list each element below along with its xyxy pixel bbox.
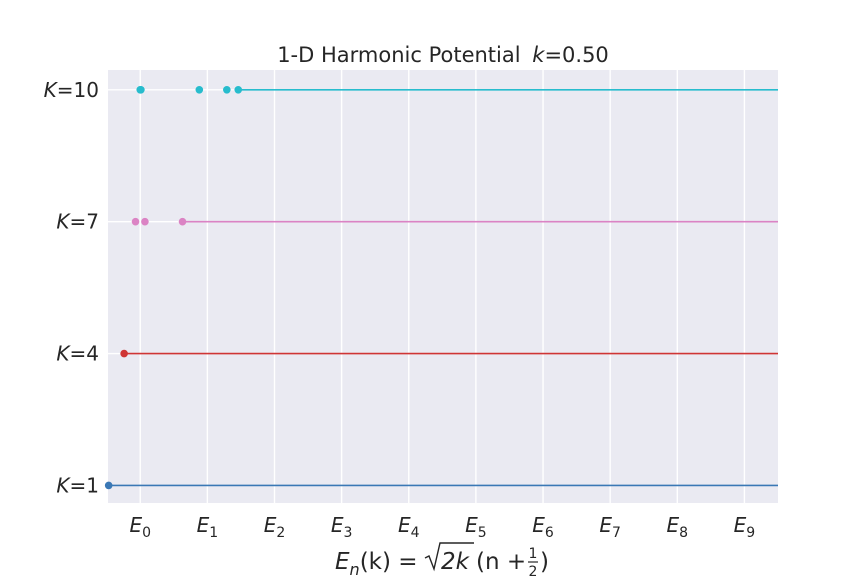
- x-tick-label-0: E0: [129, 513, 151, 541]
- point-K7-2: [178, 217, 187, 226]
- x-axis-label: En(k) = 2k (n + 1 2 ): [335, 542, 549, 576]
- chart-title: 1-D Harmonic Potential k=0.50: [277, 43, 609, 67]
- x-tick-label-9: E9: [734, 513, 756, 541]
- svg-text:En(k) =: En(k) =: [335, 549, 418, 576]
- series-layer: [104, 85, 778, 490]
- xlabel-rest-close: ): [540, 549, 549, 575]
- xlabel-sub: n: [350, 560, 360, 576]
- x-tick-label-7: E7: [599, 513, 621, 541]
- chart-title-param-value: =0.50: [544, 43, 608, 67]
- y-tick-label-K10: K=10: [44, 78, 99, 102]
- point-K7-1: [141, 217, 149, 226]
- point-K7-0: [131, 217, 140, 226]
- xlabel-rest-open: (n +: [476, 549, 526, 575]
- svg-text:): ): [540, 549, 549, 575]
- point-K10-2: [195, 85, 204, 94]
- x-tick-label-3: E3: [331, 513, 353, 541]
- point-K4-0: [120, 349, 128, 358]
- xlabel-root: 2k: [441, 549, 471, 575]
- xlabel-lhs: E: [335, 549, 350, 575]
- y-tick-label-K1: K=1: [56, 473, 99, 497]
- point-K10-1: [137, 85, 145, 94]
- y-tick-label-K4: K=4: [56, 342, 99, 366]
- svg-text:(n +: (n +: [476, 549, 526, 575]
- xlabel-arg: (k) =: [360, 549, 418, 575]
- chart-title-main: 1-D Harmonic Potential: [277, 43, 520, 67]
- point-K10-3: [223, 85, 231, 94]
- svg-text:2k: 2k: [441, 549, 471, 575]
- y-tick-label-K7: K=7: [56, 210, 99, 234]
- x-tick-label-1: E1: [197, 513, 219, 541]
- point-K10-4: [234, 85, 243, 94]
- x-tick-label-6: E6: [532, 513, 554, 541]
- xlabel-frac-den: 2: [529, 564, 538, 576]
- xlabel-frac-num: 1: [529, 546, 538, 562]
- x-tick-label-5: E5: [465, 513, 487, 541]
- point-K1-0: [104, 481, 113, 490]
- x-tick-label-8: E8: [667, 513, 689, 541]
- x-tick-label-4: E4: [398, 513, 420, 541]
- sqrt-sign: [424, 542, 474, 572]
- x-tick-labels: E0 E1 E2 E3 E4 E5 E6 E7 E8 E9: [129, 513, 755, 541]
- chart-title-param-symbol: k: [532, 43, 545, 67]
- y-tick-labels: K=1 K=4 K=7 K=10: [44, 78, 99, 498]
- plot-background: [108, 70, 778, 503]
- x-tick-label-2: E2: [264, 513, 286, 541]
